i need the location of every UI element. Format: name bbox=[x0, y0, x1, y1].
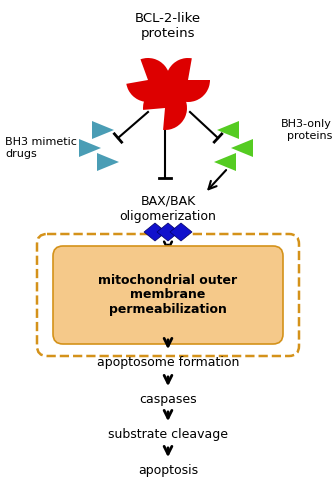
Text: BAX/BAK
oligomerization: BAX/BAK oligomerization bbox=[120, 195, 216, 223]
Wedge shape bbox=[126, 58, 170, 102]
Text: caspases: caspases bbox=[139, 393, 197, 406]
Polygon shape bbox=[92, 121, 114, 139]
FancyBboxPatch shape bbox=[53, 246, 283, 344]
Text: BH3 mimetic
drugs: BH3 mimetic drugs bbox=[5, 137, 77, 159]
Text: mitochondrial outer
membrane
permeabilization: mitochondrial outer membrane permeabiliz… bbox=[98, 274, 238, 316]
Text: substrate cleavage: substrate cleavage bbox=[108, 428, 228, 441]
Polygon shape bbox=[170, 223, 192, 241]
Polygon shape bbox=[157, 223, 179, 241]
Polygon shape bbox=[214, 153, 236, 171]
Polygon shape bbox=[97, 153, 119, 171]
Text: apoptosis: apoptosis bbox=[138, 464, 198, 477]
Wedge shape bbox=[143, 86, 187, 130]
Text: BH3-only
proteins: BH3-only proteins bbox=[281, 119, 332, 141]
Polygon shape bbox=[231, 139, 253, 157]
Polygon shape bbox=[79, 139, 101, 157]
Polygon shape bbox=[217, 121, 239, 139]
Polygon shape bbox=[144, 223, 166, 241]
Text: apoptosome formation: apoptosome formation bbox=[97, 356, 239, 369]
Text: BCL-2-like
proteins: BCL-2-like proteins bbox=[135, 12, 201, 40]
Wedge shape bbox=[166, 58, 210, 102]
